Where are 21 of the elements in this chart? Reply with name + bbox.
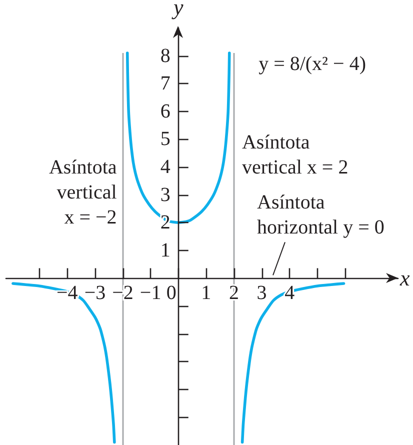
y-tick-label: 4 [160,156,170,178]
y-tick-label: 7 [160,72,170,95]
x-tick-label: −1 [140,282,162,304]
x-tick-label: 1 [201,282,212,304]
annotation: y = 8/(x² − 4) [258,53,366,75]
x-tick-label: −3 [84,282,106,304]
y-tick-label: 1 [160,239,170,262]
annotation: Asíntota horizontal y = 0 [257,192,384,239]
x-tick-label: 0 [166,282,176,304]
y-tick-label: 8 [160,44,170,67]
annotation: Asíntota vertical x = −2 [48,156,118,228]
y-tick-label: 3 [160,184,170,206]
line-series [240,282,346,444]
y-tick-label: 6 [160,100,170,122]
x-tick-label: 2 [228,282,239,304]
x-tick-label: 3 [256,282,267,304]
x-tick-label: −2 [112,282,134,304]
annotation: Asíntota vertical x = 2 [242,132,348,178]
y-tick-label: 5 [160,128,170,150]
x-axis-title: x [399,266,410,291]
y-axis-title: y [171,0,184,20]
